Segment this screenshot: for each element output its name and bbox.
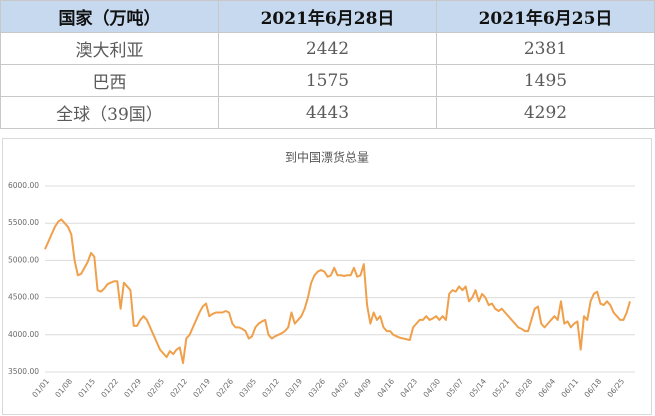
- row: 巴西 1575 1495: [0, 64, 655, 97]
- cell: 4443: [218, 96, 437, 129]
- y-tick-label: 6000.00: [8, 181, 39, 190]
- cell: 1575: [218, 64, 437, 97]
- row: 全球（39国） 4443 4292: [0, 96, 655, 129]
- data-line: [44, 218, 631, 365]
- y-tick-label: 5500.00: [8, 218, 39, 227]
- cell: 4292: [436, 96, 655, 129]
- row: 澳大利亚 2442 2381: [0, 32, 655, 65]
- y-tick-label: 5000.00: [8, 255, 39, 264]
- cell: 澳大利亚: [0, 32, 219, 65]
- header-cell: 2021年6月25日: [436, 0, 655, 33]
- y-tick-label: 3500.00: [8, 367, 39, 376]
- data-table: 国家（万吨） 2021年6月28日 2021年6月25日 澳大利亚 2442 2…: [0, 0, 655, 129]
- chart-title: 到中国漂货总量: [285, 150, 369, 165]
- cell: 巴西: [0, 64, 219, 97]
- cell: 1495: [436, 64, 655, 97]
- y-tick-label: 4500.00: [8, 293, 39, 302]
- header-cell: 2021年6月28日: [218, 0, 437, 33]
- chart: 到中国漂货总量 3500.00 4000.00 4500.00 5000.00 5500…: [2, 138, 652, 415]
- header-cell: 国家（万吨）: [0, 0, 219, 33]
- cell: 2442: [218, 32, 437, 65]
- y-tick-label: 4000.00: [8, 330, 39, 339]
- cell: 全球（39国）: [0, 96, 219, 129]
- cell: 2381: [436, 32, 655, 65]
- header-row: 国家（万吨） 2021年6月28日 2021年6月25日: [0, 0, 655, 33]
